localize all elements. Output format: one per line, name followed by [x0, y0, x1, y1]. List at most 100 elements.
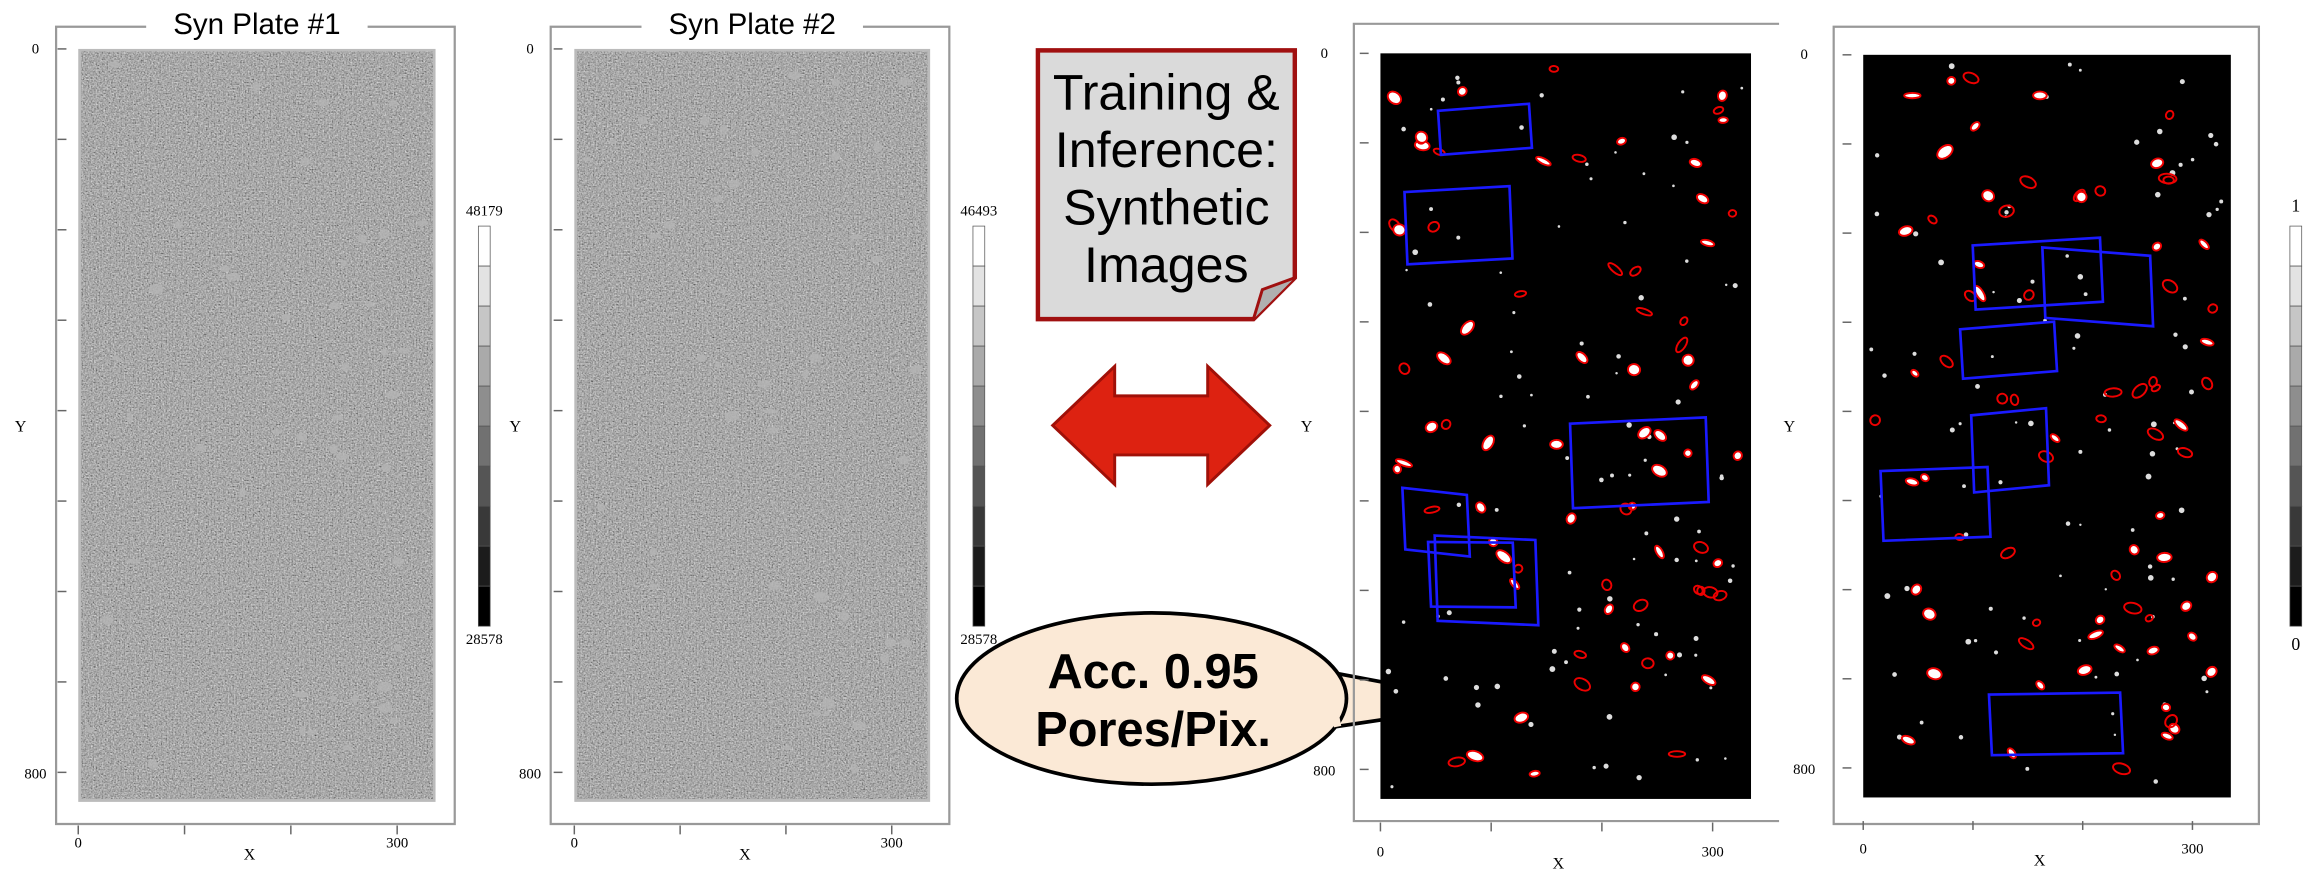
speck	[1499, 395, 1502, 398]
pore	[719, 125, 727, 135]
speck	[1474, 685, 1479, 690]
speck	[1991, 355, 1994, 358]
speck	[1405, 269, 1407, 271]
x-tick-label: 300	[2181, 842, 2203, 858]
pore-detection	[2161, 703, 2170, 711]
pore	[873, 143, 882, 153]
speck	[1577, 627, 1580, 630]
speck	[1962, 484, 1966, 488]
speck	[1519, 125, 1524, 130]
speck	[1495, 508, 1499, 512]
panel-title: Syn Plate #2	[669, 8, 836, 41]
colorbar-min: 28578	[466, 632, 503, 648]
speck	[2148, 564, 2152, 568]
pore	[840, 612, 850, 621]
speck	[1610, 473, 1614, 477]
x-axis-label: X	[244, 845, 256, 863]
pore	[86, 727, 94, 733]
speck	[1696, 758, 1699, 761]
colorbar-step	[973, 226, 985, 266]
y-axis-label: Y	[1301, 417, 1313, 435]
pore	[910, 365, 922, 374]
pore	[380, 348, 388, 355]
speck	[2146, 474, 2152, 480]
speck	[1615, 372, 1617, 374]
pore	[851, 764, 858, 774]
pore	[392, 558, 404, 566]
speck	[1607, 596, 1613, 602]
pore	[317, 99, 329, 106]
pore	[175, 221, 183, 229]
speck	[1499, 271, 1502, 274]
speck	[1401, 127, 1406, 132]
speck	[2065, 254, 2069, 258]
x-tick-label: 0	[1860, 842, 1867, 858]
speck	[1674, 558, 1678, 562]
pore	[802, 370, 809, 379]
speck	[2022, 616, 2025, 619]
pore	[824, 711, 830, 716]
note-line: Inference:	[1055, 122, 1278, 178]
speck	[2189, 390, 2194, 395]
speck	[2136, 659, 2139, 662]
y-tick-label: 0	[1800, 47, 1807, 63]
speck	[2108, 428, 2111, 431]
pore	[664, 221, 675, 229]
speck	[2208, 133, 2213, 138]
pore	[649, 548, 657, 555]
colorbar-step	[973, 346, 985, 386]
speck	[1564, 660, 1568, 664]
pore-detection	[1529, 770, 1540, 777]
pore	[253, 82, 260, 92]
pore	[849, 235, 863, 240]
speck	[2079, 69, 2082, 72]
speck	[1530, 394, 1533, 397]
note-line: Training &	[1053, 64, 1280, 120]
pore	[809, 354, 822, 362]
pore	[729, 180, 741, 188]
speck	[1694, 654, 1697, 657]
speck	[1568, 571, 1572, 575]
pore	[870, 256, 882, 263]
pore	[380, 229, 389, 239]
pore	[724, 411, 738, 421]
x-axis-label: X	[2034, 851, 2046, 869]
speck	[1672, 185, 1675, 188]
pore	[127, 413, 133, 423]
pore	[783, 745, 791, 750]
colorbar-min: 0	[2291, 634, 2300, 654]
speck	[1510, 350, 1513, 353]
speck	[2114, 672, 2119, 677]
colorbar-step	[2290, 346, 2302, 386]
pore	[329, 445, 338, 454]
speck	[1994, 650, 1998, 654]
y-tick-label: 800	[1313, 763, 1335, 779]
colorbar-step	[2290, 466, 2302, 506]
speck	[1402, 620, 1405, 623]
speck	[1959, 735, 1963, 739]
pore	[307, 730, 317, 735]
pore	[272, 429, 282, 435]
page: {"panels": [ {"title": "Syn Plate #1", "…	[0, 0, 2315, 870]
pore	[329, 303, 341, 310]
speck	[2078, 450, 2082, 454]
pore	[822, 698, 835, 708]
speck	[2111, 712, 2114, 715]
colorbar-step	[478, 426, 490, 466]
pore	[814, 592, 825, 597]
pore	[294, 692, 308, 698]
note-line: Synthetic	[1063, 180, 1269, 236]
colorbar-step	[478, 386, 490, 426]
colorbar-step	[2290, 386, 2302, 426]
x-tick-label: 0	[571, 836, 578, 852]
speck	[2078, 639, 2081, 642]
speck	[1733, 283, 1738, 288]
speck	[2004, 210, 2008, 214]
pore-detection	[1718, 117, 1728, 123]
colorbar-max: 1	[2291, 195, 2300, 215]
speck	[1740, 87, 1743, 90]
pore	[341, 363, 349, 372]
pore	[417, 220, 429, 225]
speck	[2075, 333, 2081, 339]
colorbar-step	[973, 466, 985, 506]
